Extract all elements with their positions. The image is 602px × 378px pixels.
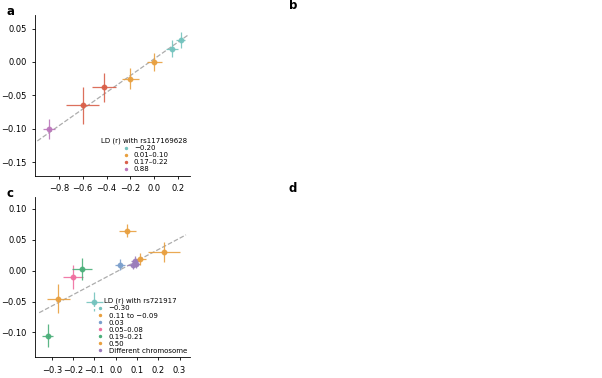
Text: d: d bbox=[289, 182, 297, 195]
Legend: −0.20, 0.01–0.10, 0.17–0.22, 0.88: −0.20, 0.01–0.10, 0.17–0.22, 0.88 bbox=[99, 136, 188, 174]
Text: a: a bbox=[7, 6, 15, 19]
Text: b: b bbox=[289, 0, 297, 12]
Legend: −0.30, 0.11 to −0.09, 0.03, 0.05–0.08, 0.19–0.21, 0.50, Different chromosome: −0.30, 0.11 to −0.09, 0.03, 0.05–0.08, 0… bbox=[92, 297, 188, 355]
Text: c: c bbox=[7, 187, 14, 200]
X-axis label: SLC22A31 (b₀x): SLC22A31 (b₀x) bbox=[77, 199, 148, 208]
